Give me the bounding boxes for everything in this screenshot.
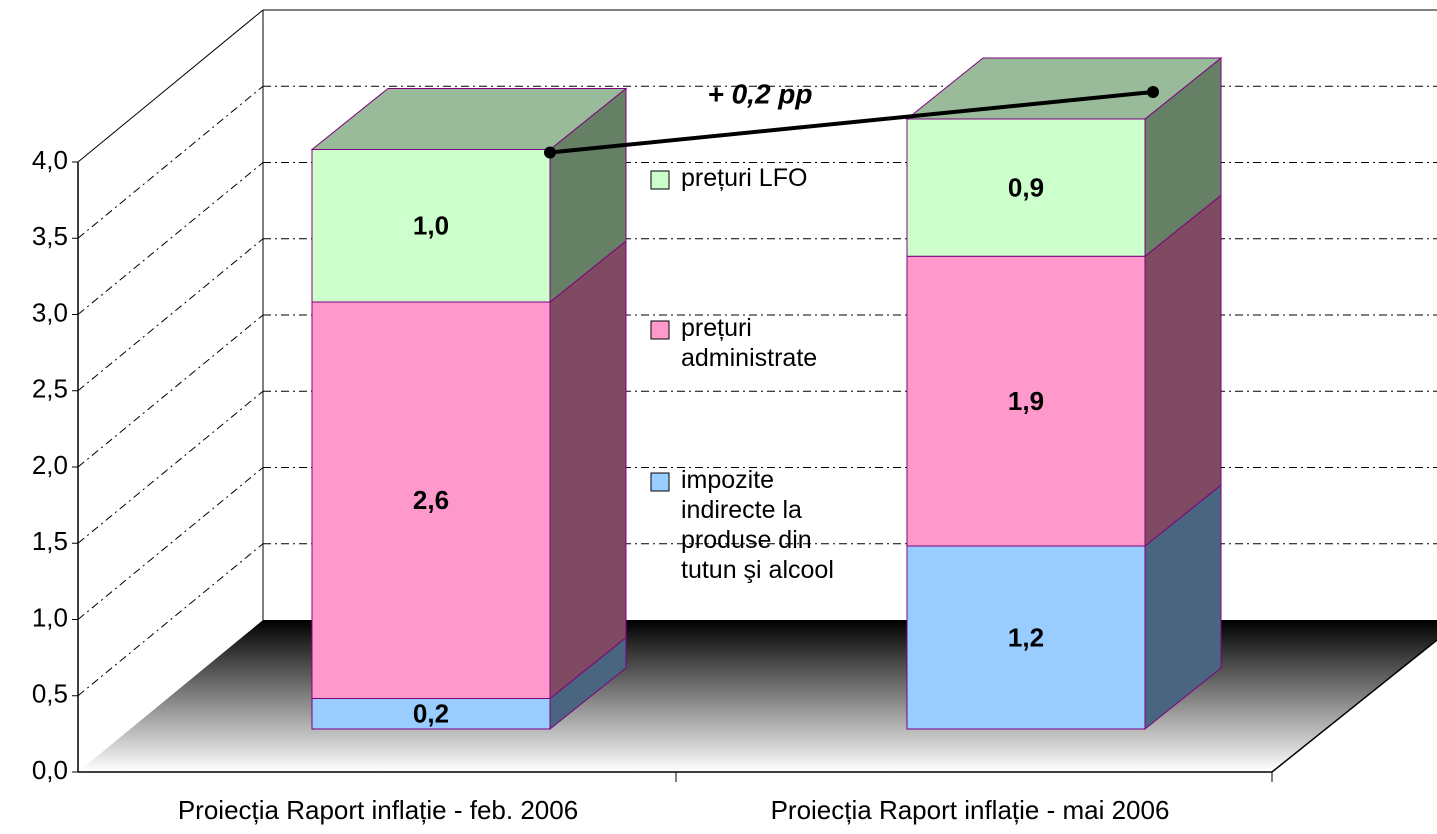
y-tick-label: 2,0 xyxy=(32,450,68,480)
x-tick-label: Proiecția Raport inflație - mai 2006 xyxy=(771,795,1170,825)
value-label: 0,9 xyxy=(1008,173,1044,203)
legend-label: impozite indirecte la produse din tutun … xyxy=(681,466,834,584)
legend-swatch xyxy=(650,170,670,190)
annotation-dot xyxy=(1147,86,1159,98)
bar xyxy=(311,698,551,730)
grid-line xyxy=(77,543,264,697)
y-tick-label: 1,0 xyxy=(32,602,68,632)
y-tick-label: 3,5 xyxy=(32,221,68,251)
bar-side xyxy=(549,239,627,700)
grid-line xyxy=(77,467,264,620)
grid-line xyxy=(77,238,264,392)
legend-label: prețuri LFO xyxy=(681,164,808,192)
y-tick-label: 2,5 xyxy=(32,374,68,404)
grid-line xyxy=(77,162,264,315)
bar-top xyxy=(310,88,628,150)
legend-label: prețuri administrate xyxy=(681,314,818,372)
value-label: 2,6 xyxy=(413,485,449,515)
bar xyxy=(311,149,551,303)
bar xyxy=(906,118,1146,257)
legend-swatch xyxy=(650,320,670,340)
y-tick-label: 1,5 xyxy=(32,526,68,556)
annotation: + 0,2 pp xyxy=(707,78,812,109)
grid-line xyxy=(77,85,264,239)
value-label: 1,2 xyxy=(1008,622,1044,652)
value-label: 0,2 xyxy=(413,699,449,729)
floor xyxy=(78,620,1437,772)
y-tick-label: 4,0 xyxy=(32,145,68,175)
annotation-line xyxy=(549,90,1154,155)
bar-top xyxy=(905,57,1223,120)
side-top xyxy=(77,9,264,163)
x-tick-label: Proiecția Raport inflație - feb. 2006 xyxy=(178,795,578,825)
value-label: 1,0 xyxy=(413,211,449,241)
bar-side xyxy=(1144,194,1222,548)
y-tick-label: 3,0 xyxy=(32,297,68,327)
legend-swatch xyxy=(650,472,670,492)
value-label: 1,9 xyxy=(1008,386,1044,416)
y-tick-label: 0,0 xyxy=(32,755,68,785)
y-tick-label: 0,5 xyxy=(32,679,68,709)
bar xyxy=(311,301,551,699)
bar xyxy=(906,255,1146,547)
annotation-dot xyxy=(544,146,556,159)
grid-line xyxy=(77,390,264,544)
grid-line xyxy=(77,314,264,468)
